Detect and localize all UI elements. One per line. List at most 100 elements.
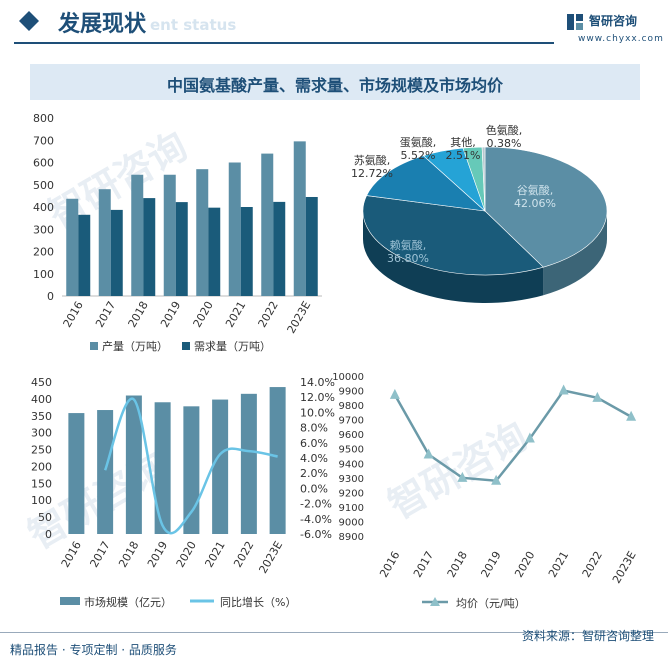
y2-tick-label: 0.0% <box>300 482 328 495</box>
y-tick-label: 200 <box>33 246 54 259</box>
y-tick-label: 10000 <box>332 372 364 383</box>
y-tick-label: 700 <box>33 134 54 147</box>
pie-label-name: 其他, <box>450 136 476 149</box>
x-tick-label: 2018 <box>445 549 470 580</box>
bar-market-size <box>68 413 85 534</box>
header-divider <box>14 42 554 44</box>
bar-production <box>131 174 144 296</box>
legend-label: 需求量（万吨） <box>194 340 271 353</box>
y2-tick-label: -2.0% <box>300 498 332 511</box>
chart-banner: 中国氨基酸产量、需求量、市场规模及市场均价 <box>30 64 640 100</box>
bar-market-size <box>269 387 286 534</box>
y2-tick-label: -6.0% <box>300 528 332 541</box>
y-tick-label: 9400 <box>339 459 364 470</box>
y-tick-label: 9900 <box>339 387 364 398</box>
x-tick-label: 2016 <box>61 299 86 330</box>
y-tick-label: 50 <box>38 511 52 524</box>
page-title: 发展现状 <box>58 12 147 37</box>
y-tick-label: 250 <box>31 444 52 457</box>
pie-label-name: 谷氨酸, <box>517 183 554 197</box>
y2-tick-label: 8.0% <box>300 422 328 435</box>
pie-slice <box>484 146 608 268</box>
bar-market-size <box>154 402 171 534</box>
legend-label: 产量（万吨） <box>102 339 168 353</box>
bar-demand <box>110 209 123 296</box>
bar-demand <box>240 207 253 296</box>
y2-tick-label: 6.0% <box>300 437 328 450</box>
avg-price-marker <box>626 410 637 421</box>
x-tick-label: 2016 <box>59 539 84 570</box>
pie-label-name: 苏氨酸, <box>354 153 391 167</box>
avg-price-marker <box>592 391 603 402</box>
pie-label-name: 蛋氨酸, <box>400 135 437 149</box>
bar-demand <box>305 196 318 296</box>
page-header: 发展现状 ent status 智研咨询 www.chyxx.com <box>0 0 668 44</box>
y-tick-label: 9600 <box>339 430 364 441</box>
pie-label-pct: 5.52% <box>401 149 436 162</box>
x-tick-label: 2016 <box>377 549 402 580</box>
footer-divider <box>0 632 668 633</box>
y-tick-label: 9500 <box>339 445 364 456</box>
x-tick-label: 2022 <box>256 299 281 330</box>
bar-demand <box>175 202 188 296</box>
y-tick-label: 350 <box>31 410 52 423</box>
bar-production <box>293 141 306 296</box>
production-demand-chart: 0 100 200 300 400 500 600 700 800 2016 2017 2018 201… <box>33 112 322 353</box>
x-tick-label: 2020 <box>512 549 537 580</box>
legend-swatch <box>60 597 80 605</box>
legend-label: 同比增长（%） <box>220 595 296 609</box>
bar-production <box>261 153 274 296</box>
bar-production <box>98 189 111 296</box>
y2-tick-label: -4.0% <box>300 513 332 526</box>
y-tick-label: 200 <box>31 460 52 473</box>
bar-demand <box>273 201 286 296</box>
x-tick-label: 2021 <box>202 539 227 570</box>
amino-acid-share-pie: 谷氨酸,42.06% 赖氨酸,36.80% 苏氨酸,12.72% 蛋氨酸,5.52% 其… <box>351 123 608 303</box>
y-tick-label: 9700 <box>339 416 364 427</box>
data-source: 资料来源：智研咨询整理 <box>521 629 654 643</box>
brand-url: www.chyxx.com <box>578 34 664 44</box>
x-tick-label: 2023E <box>256 539 285 576</box>
y-tick-label: 9200 <box>339 488 364 499</box>
y-tick-label: 150 <box>31 477 52 490</box>
y2-tick-label: 10.0% <box>300 406 335 419</box>
pie-side <box>363 211 544 303</box>
x-tick-label: 2023E <box>285 299 314 336</box>
bar-market-size <box>97 410 114 534</box>
y-tick-label: 500 <box>33 179 54 192</box>
y-tick-label: 0 <box>47 290 54 303</box>
avg-price-marker <box>457 471 468 482</box>
avg-price-marker <box>524 432 535 443</box>
y-tick-label: 800 <box>33 112 54 125</box>
bar-market-size <box>183 406 200 534</box>
brand-mark-icon <box>567 14 583 30</box>
y-tick-label: 100 <box>31 494 52 507</box>
avg-price-line <box>393 389 632 483</box>
pie-label-name: 色氨酸, <box>486 123 523 137</box>
y2-tick-label: 14.0% <box>300 376 335 389</box>
pie-label-pct: 42.06% <box>514 197 556 210</box>
y-tick-label: 100 <box>33 268 54 281</box>
x-tick-label: 2017 <box>93 299 118 330</box>
x-tick-label: 2020 <box>191 299 216 330</box>
bar-production <box>66 198 79 296</box>
bar-production <box>228 162 241 296</box>
avg-price-marker <box>389 388 400 399</box>
diamond-icon <box>19 11 39 31</box>
y2-tick-label: 2.0% <box>300 467 328 480</box>
y-tick-label: 9300 <box>339 474 364 485</box>
y-tick-label: 400 <box>31 393 52 406</box>
legend-marker <box>430 597 440 606</box>
x-tick-label: 2019 <box>158 299 183 330</box>
pie-side <box>543 211 607 296</box>
x-tick-label: 2019 <box>145 539 170 570</box>
market-size-chart: 0 50 100 150 200 250 300 350 400 450 -6.0% -4.0% -2.… <box>31 376 335 609</box>
x-tick-label: 2023E <box>610 549 639 586</box>
y2-tick-label: 4.0% <box>300 452 328 465</box>
x-tick-label: 2022 <box>231 539 256 570</box>
bar-production <box>163 174 176 296</box>
pie-label-pct: 2.51% <box>446 149 481 162</box>
x-tick-label: 2022 <box>580 549 605 580</box>
avg-price-marker <box>423 448 434 459</box>
y-tick-label: 9000 <box>339 517 364 528</box>
